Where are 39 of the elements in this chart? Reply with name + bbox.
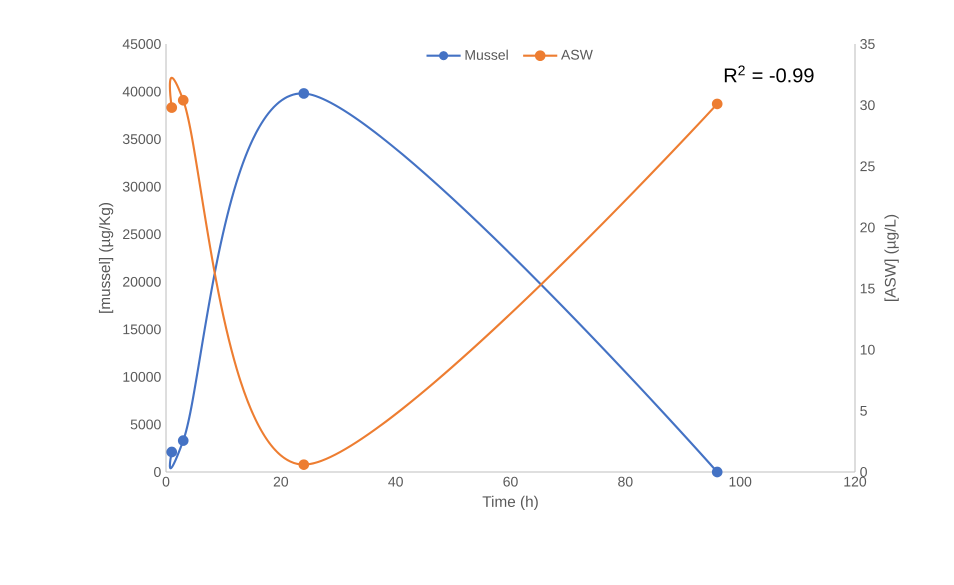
y2-tick-label: 15 (860, 284, 875, 294)
y-tick-label: 35000 (122, 134, 161, 144)
y-tick-label: 15000 (123, 324, 161, 334)
y2-tick-label: 35 (860, 39, 875, 49)
x-tick-label: 40 (388, 476, 403, 487)
point (178, 435, 189, 446)
x-tick-label: 20 (274, 476, 288, 487)
legend-label: Mussel (466, 50, 508, 60)
y2-tick-label: 25 (860, 161, 875, 172)
y-tick-label: 10000 (123, 372, 161, 382)
point (178, 94, 189, 106)
y-tick-label: 25000 (123, 229, 161, 240)
legend-label: ASW (561, 50, 593, 60)
x-tick-label: 80 (618, 476, 633, 487)
y-tick-label: 0 (154, 467, 161, 477)
point (712, 466, 723, 478)
point (166, 446, 178, 458)
x-axis-title: Time (h) (482, 496, 538, 510)
point (298, 88, 310, 99)
y2-axis-title: [ASW] (µg/L) (884, 214, 899, 301)
annotation: R$^{2}$ = -0.99 (724, 65, 814, 82)
point (712, 98, 723, 110)
y-tick-label: 30000 (122, 182, 161, 192)
y2-tick-label: 5 (860, 406, 867, 416)
y-axis-title: [mussel] (µg/Kg) (98, 202, 114, 313)
x-tick-label: 60 (503, 476, 518, 487)
point (166, 102, 178, 113)
y2-tick-label: 10 (860, 344, 875, 355)
y-tick-label: 45000 (122, 39, 161, 49)
y2-tick-label: 30 (860, 100, 875, 110)
y2-tick-label: 20 (860, 222, 875, 232)
y-tick-label: 5000 (130, 419, 161, 430)
point (298, 459, 310, 470)
x-tick-label: 100 (730, 476, 752, 487)
x-tick-label: 120 (844, 476, 866, 487)
y2-tick-label: 0 (860, 467, 867, 477)
y-tick-label: 40000 (122, 86, 161, 97)
x-tick-label: 0 (162, 476, 170, 487)
y-tick-label: 20000 (123, 276, 161, 287)
